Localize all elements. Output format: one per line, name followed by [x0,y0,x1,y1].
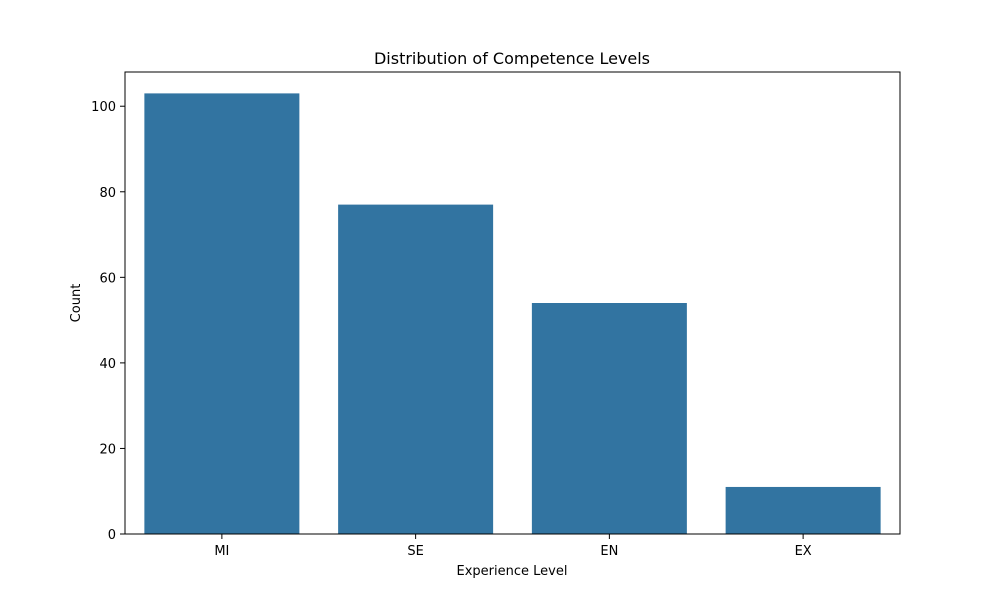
plot-area-frame [124,71,901,535]
y-tick-label: 20 [99,442,116,457]
y-tick-label: 100 [91,100,116,115]
y-tick-label: 80 [99,186,116,201]
chart-title: Distribution of Competence Levels [374,49,650,68]
y-tick-label: 60 [99,271,116,286]
x-tick-label: EN [600,544,618,559]
x-tick-label: SE [407,544,423,559]
x-tick-label: MI [214,544,229,559]
x-tick-label: EX [795,544,812,559]
y-tick-label: 0 [108,528,116,543]
y-ticks-group: 0 20 40 60 80 100 [91,100,125,543]
y-axis-label: Count [69,284,84,323]
bar-se [338,204,494,534]
x-axis-label: Experience Level [457,564,568,579]
bars-group [144,93,881,534]
bar-en [531,303,687,534]
bar-ex [725,486,881,534]
x-ticks-group: MI SE EN EX [214,534,812,559]
y-tick-label: 40 [99,357,116,372]
bar-mi [144,93,300,534]
